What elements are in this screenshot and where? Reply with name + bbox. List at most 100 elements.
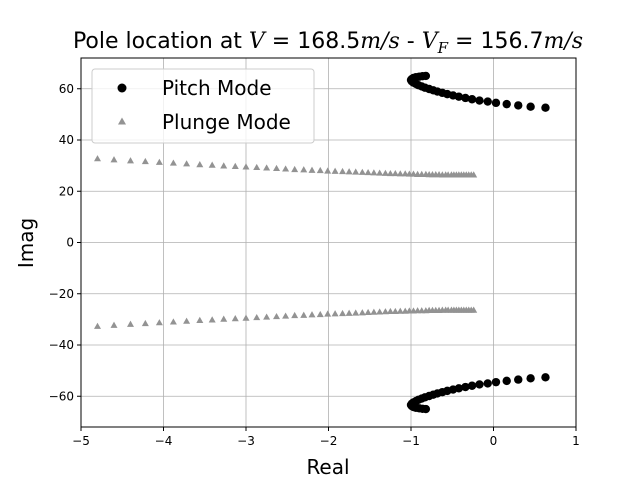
- plunge-mode-point: [391, 307, 399, 315]
- pitch-mode-point: [475, 96, 484, 105]
- title-v-symbol: V: [249, 29, 267, 54]
- title-vf-value: = 156.7: [448, 29, 543, 54]
- plunge-mode-point: [291, 165, 299, 173]
- y-tick-label: −20: [49, 287, 74, 301]
- series-plunge-mode: [94, 155, 478, 329]
- x-tick-label: −2: [320, 434, 338, 448]
- legend-marker-plunge-mode: [118, 117, 126, 125]
- plunge-mode-point: [169, 318, 177, 325]
- plunge-mode-point: [316, 166, 324, 174]
- plunge-mode-point: [386, 307, 394, 315]
- plunge-mode-point: [470, 171, 478, 178]
- plunge-mode-point: [316, 310, 324, 318]
- plunge-mode-point: [396, 307, 404, 314]
- plunge-mode-point: [273, 312, 281, 320]
- plunge-mode-point: [376, 169, 384, 176]
- plunge-mode-point: [339, 167, 347, 175]
- plunge-mode-point: [396, 170, 404, 177]
- plunge-mode-point: [470, 306, 478, 313]
- y-axis-label: Imag: [14, 218, 38, 268]
- plunge-mode-point: [381, 169, 389, 176]
- y-tick-label: −40: [49, 338, 74, 352]
- plunge-mode-point: [345, 168, 353, 175]
- plunge-mode-point: [253, 313, 261, 321]
- plunge-mode-point: [331, 167, 339, 174]
- pitch-mode-point: [502, 376, 511, 386]
- x-tick-label: −4: [155, 434, 173, 448]
- plunge-mode-point: [196, 161, 204, 168]
- plunge-mode-point: [308, 311, 316, 318]
- plunge-mode-point: [94, 155, 101, 162]
- plunge-mode-point: [370, 308, 378, 315]
- pitch-mode-point: [475, 380, 484, 389]
- plunge-mode-point: [370, 169, 378, 176]
- plunge-mode-point: [364, 308, 372, 316]
- plunge-mode-point: [183, 160, 191, 167]
- plunge-mode-point: [381, 308, 389, 315]
- axis-ticks: −5 −4 −3 −2 −1 0 1 −60 −40 −20 0 20 40 60: [49, 82, 580, 448]
- pitch-mode-point: [467, 381, 477, 390]
- legend-marker-pitch-mode: [117, 83, 127, 93]
- pitch-mode-point: [467, 95, 477, 104]
- plunge-mode-point: [110, 321, 118, 328]
- plunge-mode-point: [231, 315, 239, 322]
- pitch-mode-point: [491, 98, 501, 108]
- x-tick-label: 0: [490, 434, 498, 448]
- title-vf-symbol: V: [422, 29, 440, 54]
- pitch-mode-point: [514, 375, 523, 384]
- plunge-mode-point: [376, 308, 384, 315]
- legend-box: [91, 68, 315, 144]
- plunge-mode-point: [300, 311, 308, 318]
- pitch-mode-point: [491, 377, 501, 387]
- plunge-mode-point: [127, 320, 134, 327]
- legend-label-pitch-mode: Pitch Mode: [162, 76, 272, 100]
- plunge-mode-point: [324, 310, 332, 317]
- pitch-mode-point: [421, 404, 431, 414]
- pitch-mode-point: [514, 101, 523, 110]
- plunge-mode-point: [220, 162, 228, 169]
- plunge-mode-point: [273, 164, 281, 172]
- x-tick-label: −1: [402, 434, 420, 448]
- plunge-mode-point: [242, 314, 250, 321]
- x-tick-label: −3: [237, 434, 255, 448]
- plunge-mode-point: [263, 313, 271, 320]
- legend-label-plunge-mode: Plunge Mode: [162, 110, 291, 134]
- pitch-mode-point: [502, 99, 511, 109]
- plunge-mode-point: [331, 310, 339, 317]
- y-tick-label: 40: [59, 133, 74, 147]
- plunge-mode-point: [263, 164, 271, 171]
- pitch-mode-point: [461, 382, 470, 392]
- plunge-mode-point: [183, 317, 191, 324]
- y-tick-label: 20: [59, 184, 74, 198]
- plunge-mode-point: [231, 162, 239, 169]
- plunge-mode-point: [282, 312, 290, 319]
- title-vf-unit: m/s: [543, 29, 583, 54]
- plunge-mode-point: [339, 309, 347, 317]
- plunge-mode-point: [208, 316, 216, 323]
- plunge-mode-point: [386, 169, 394, 177]
- pitch-mode-point: [526, 374, 535, 383]
- plunge-mode-point: [358, 309, 366, 316]
- pitch-mode-point: [526, 102, 535, 111]
- plunge-mode-point: [364, 168, 372, 176]
- title-v-value: = 168.5: [265, 29, 360, 54]
- x-tick-label: 1: [572, 434, 580, 448]
- plunge-mode-point: [242, 163, 250, 170]
- legend: Pitch Mode Plunge Mode: [91, 68, 315, 144]
- data-points: [94, 71, 550, 414]
- pitch-mode-point: [541, 103, 550, 112]
- pitch-mode-point: [483, 379, 492, 388]
- plunge-mode-point: [308, 166, 316, 173]
- plunge-mode-point: [94, 322, 101, 329]
- plunge-mode-point: [352, 168, 360, 175]
- pitch-mode-point: [541, 373, 550, 382]
- plunge-mode-point: [141, 319, 149, 327]
- plunge-mode-point: [324, 167, 332, 174]
- series-pitch-mode: [406, 71, 550, 414]
- y-tick-label: 0: [66, 236, 74, 250]
- plunge-mode-point: [282, 165, 290, 172]
- plunge-mode-point: [352, 309, 360, 316]
- x-tick-label: −5: [72, 434, 90, 448]
- title-prefix: Pole location at: [73, 29, 249, 54]
